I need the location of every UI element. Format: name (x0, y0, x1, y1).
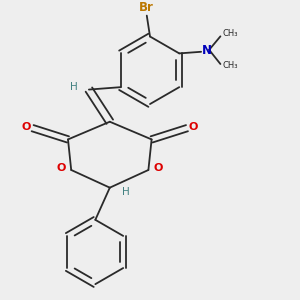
Text: Br: Br (139, 1, 154, 14)
Text: CH₃: CH₃ (222, 61, 238, 70)
Text: O: O (153, 164, 163, 173)
Text: H: H (70, 82, 77, 92)
Text: O: O (57, 164, 66, 173)
Text: N: N (202, 44, 212, 57)
Text: H: H (122, 188, 130, 197)
Text: CH₃: CH₃ (222, 29, 238, 38)
Text: O: O (189, 122, 198, 132)
Text: O: O (22, 122, 31, 132)
